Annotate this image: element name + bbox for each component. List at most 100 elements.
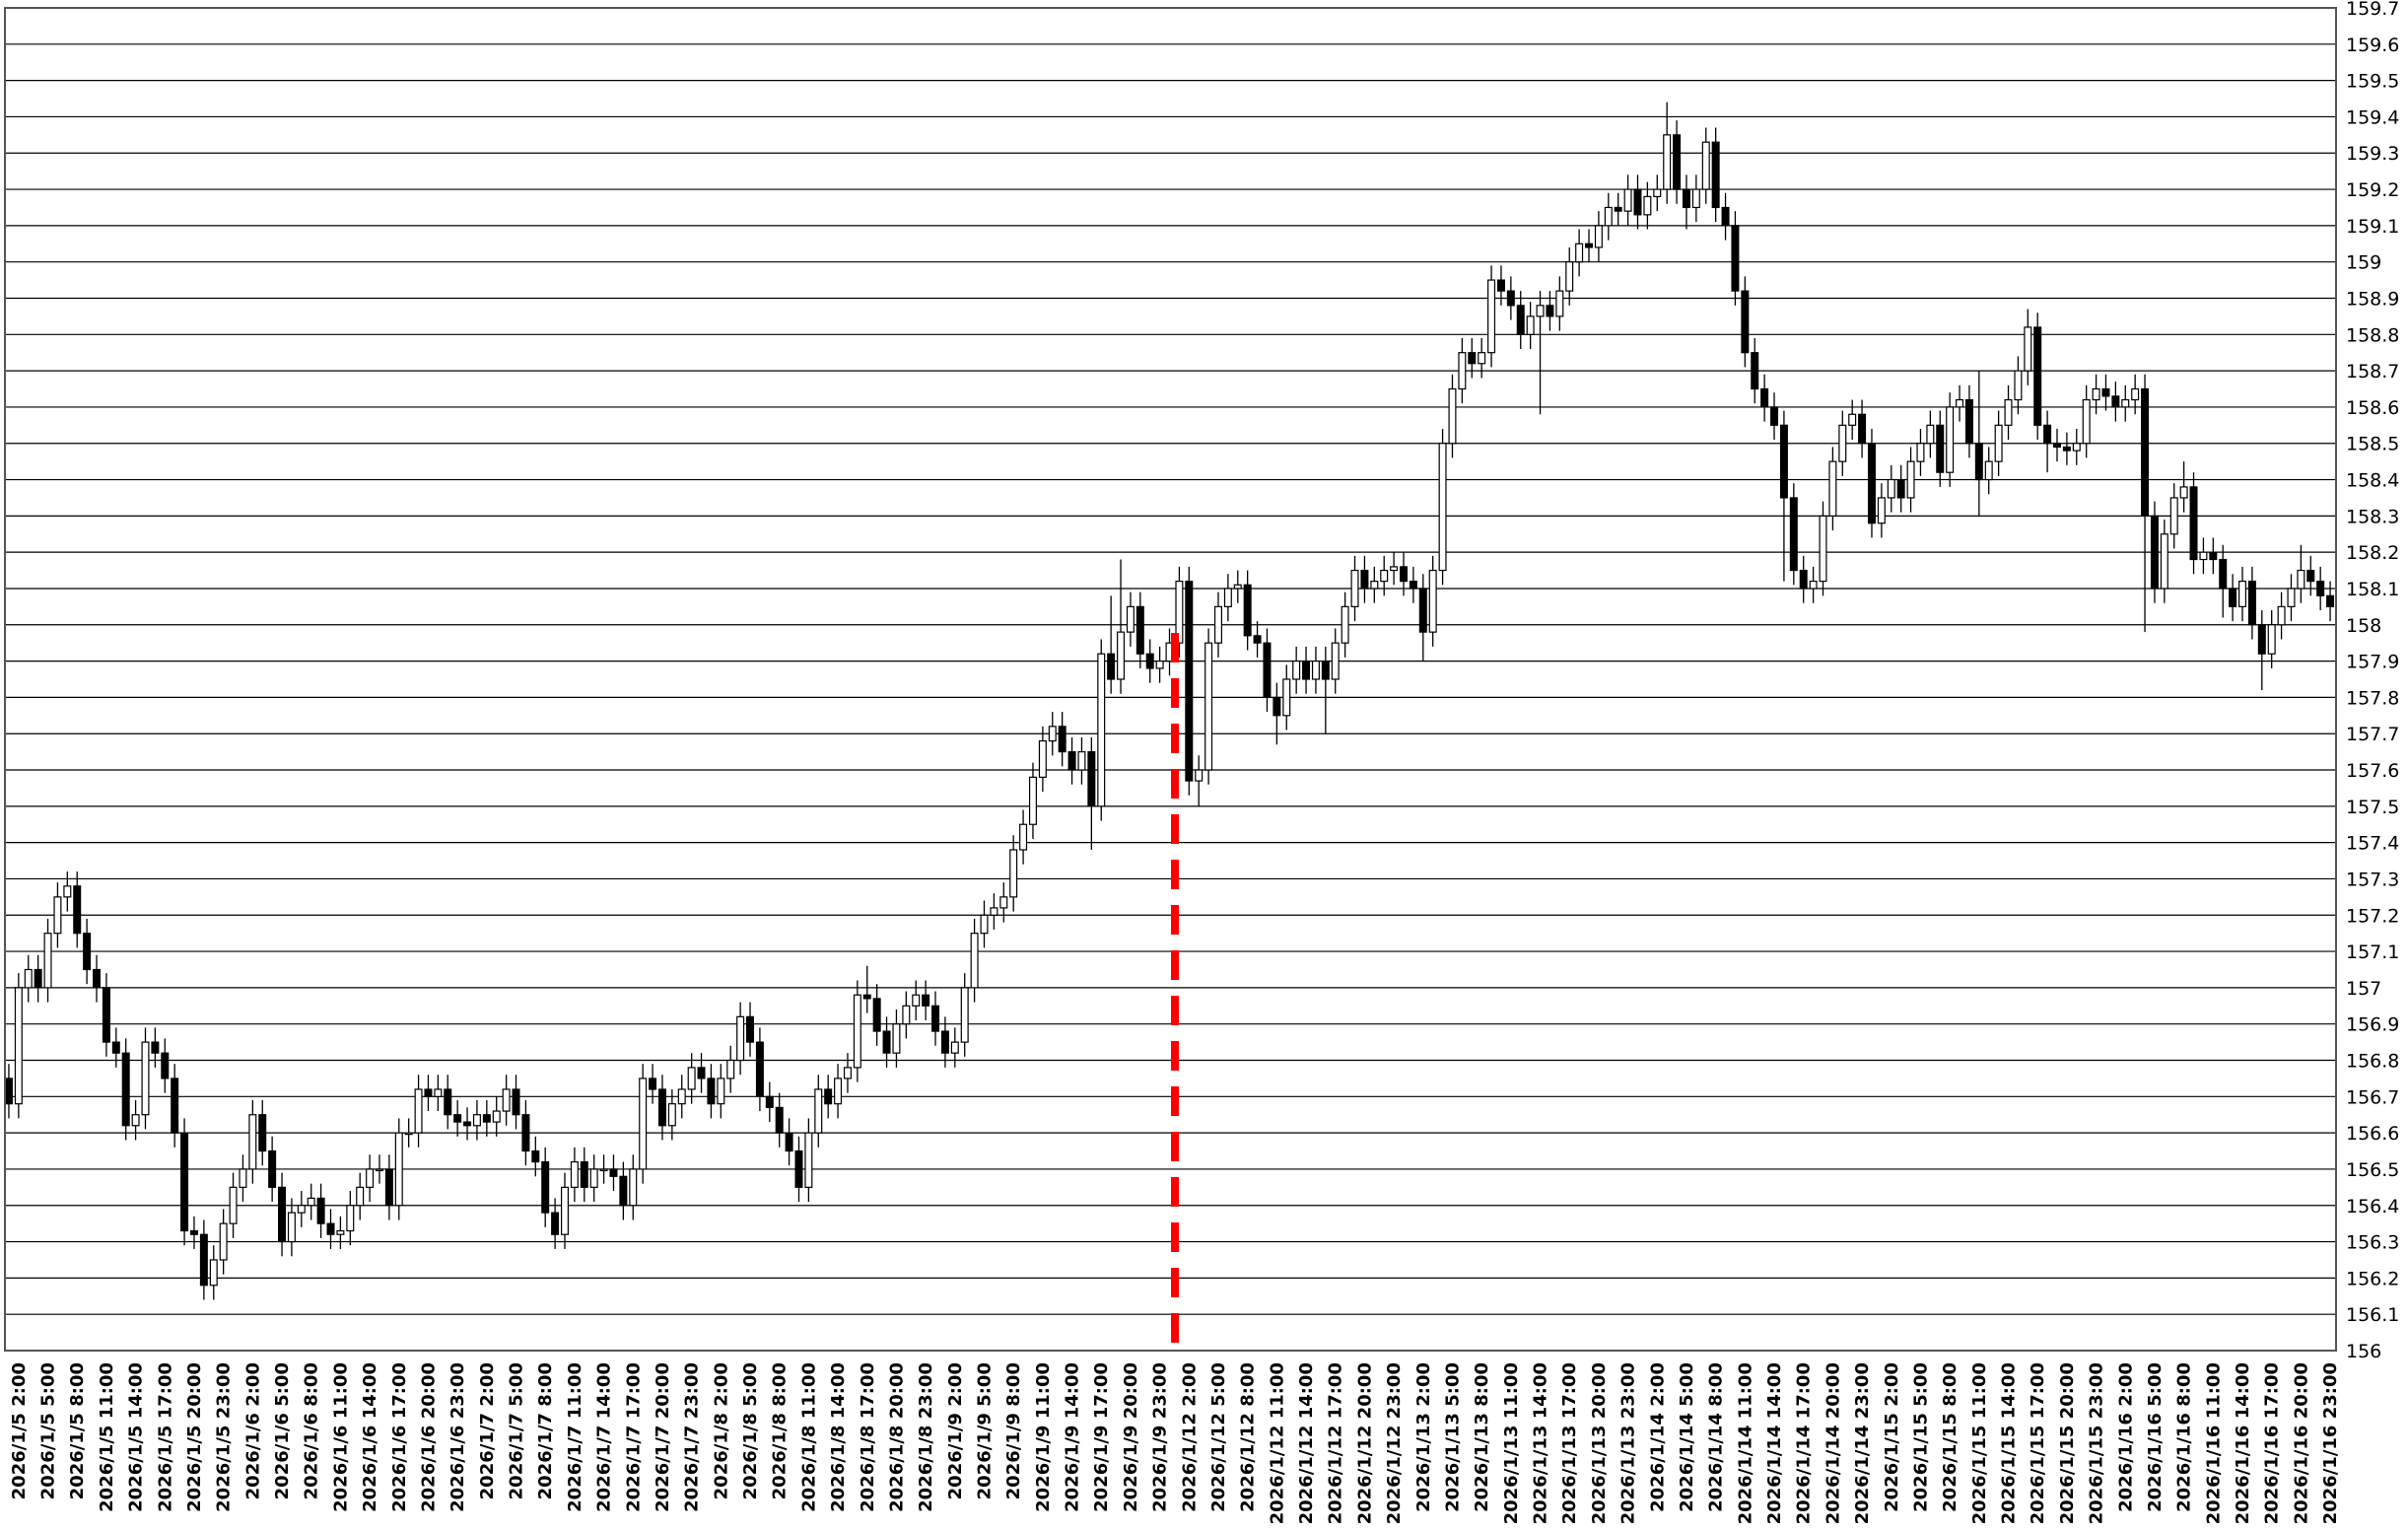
candle-body — [1370, 581, 1379, 590]
candle-body — [472, 1114, 481, 1127]
candle-body — [1604, 206, 1613, 227]
x-tick-label: 2026/1/9 11:00 — [1033, 1362, 1054, 1512]
candle-body — [1418, 588, 1427, 633]
candle-body — [1585, 243, 1594, 248]
candle-body — [1964, 398, 1973, 445]
candle-body — [1731, 225, 1740, 292]
candle-body — [639, 1078, 648, 1170]
candle-body — [307, 1197, 315, 1207]
candle-body — [1019, 823, 1028, 851]
candle-body — [268, 1149, 277, 1188]
candle-body — [2326, 594, 2335, 607]
y-tick-label: 159.4 — [2346, 106, 2399, 128]
x-tick-label: 2026/1/8 14:00 — [828, 1362, 849, 1512]
candle-body — [892, 1023, 901, 1054]
candle-body — [560, 1186, 569, 1235]
candle-body — [366, 1168, 375, 1188]
candle-body — [463, 1121, 472, 1127]
candle-body — [1721, 206, 1730, 227]
x-tick-label: 2026/1/16 5:00 — [2145, 1362, 2166, 1512]
candle-body — [1360, 569, 1369, 590]
candle-body — [1506, 290, 1515, 307]
candle-body — [1478, 352, 1486, 365]
candle-body — [444, 1088, 452, 1116]
candle-body — [248, 1114, 257, 1170]
candle-body — [2209, 551, 2218, 561]
candle-body — [589, 1168, 598, 1188]
candle-body — [2004, 398, 2013, 426]
candle-body — [297, 1205, 306, 1214]
x-tick-label: 2026/1/9 5:00 — [974, 1362, 995, 1499]
candle-body — [1653, 188, 1662, 198]
candle-body — [677, 1088, 686, 1105]
candle-body — [2160, 533, 2168, 590]
y-tick-label: 158.7 — [2346, 361, 2399, 383]
labels: 156 156.1 156.2 156.3 156.4 156.5 156.6 156.7 15… — [9, 0, 2400, 1524]
candle-body — [1936, 424, 1945, 473]
x-tick-label: 2026/1/15 11:00 — [1969, 1362, 1990, 1524]
candle-body — [2141, 387, 2150, 517]
x-tick-label: 2026/1/8 17:00 — [858, 1362, 878, 1512]
candle-body — [1097, 653, 1106, 807]
y-tick-label: 158.1 — [2346, 579, 2399, 600]
candle-body — [551, 1212, 560, 1235]
x-tick-label: 2026/1/7 23:00 — [682, 1362, 703, 1512]
candle-body — [73, 885, 82, 935]
x-tick-label: 2026/1/15 8:00 — [1940, 1362, 1961, 1512]
y-tick-label: 156.1 — [2346, 1304, 2399, 1326]
candle-body — [1867, 443, 1876, 524]
candle-body — [521, 1114, 530, 1152]
x-tick-label: 2026/1/13 11:00 — [1501, 1362, 1522, 1524]
candle-body — [1028, 776, 1037, 825]
x-tick-label: 2026/1/14 2:00 — [1647, 1362, 1668, 1512]
x-tick-label: 2026/1/9 23:00 — [1150, 1362, 1171, 1512]
y-tick-label: 157.5 — [2346, 797, 2399, 818]
x-tick-label: 2026/1/7 2:00 — [477, 1362, 498, 1499]
x-tick-label: 2026/1/14 11:00 — [1735, 1362, 1755, 1524]
candle-body — [1087, 751, 1096, 807]
candle-body — [1770, 406, 1779, 426]
x-tick-label: 2026/1/15 20:00 — [2057, 1362, 2078, 1524]
candle-body — [1380, 569, 1389, 583]
candle-body — [53, 896, 62, 935]
candle-body — [2043, 424, 2052, 445]
candle-body — [1741, 290, 1750, 354]
candle-body — [2297, 569, 2305, 590]
x-tick-label: 2026/1/15 2:00 — [1882, 1362, 1902, 1512]
x-tick-label: 2026/1/14 5:00 — [1677, 1362, 1697, 1512]
candle-body — [853, 994, 861, 1069]
candle-body — [1243, 584, 1252, 637]
x-tick-label: 2026/1/14 17:00 — [1794, 1362, 1815, 1524]
y-tick-label: 156.3 — [2346, 1232, 2399, 1254]
candle-body — [570, 1160, 579, 1188]
candle-body — [1195, 769, 1204, 782]
candle-body — [1691, 188, 1700, 209]
candle-body — [1594, 225, 1603, 248]
y-tick-label: 156.6 — [2346, 1123, 2399, 1145]
y-tick-label: 157.1 — [2346, 941, 2399, 963]
candle-body — [1956, 398, 1964, 408]
candle-body — [1877, 497, 1886, 524]
x-tick-label: 2026/1/9 14:00 — [1063, 1362, 1083, 1512]
candle-body — [34, 968, 42, 989]
x-tick-label: 2026/1/12 8:00 — [1238, 1362, 1259, 1512]
candle-body — [1701, 141, 1710, 190]
candle-body — [414, 1088, 423, 1134]
candle-body — [1526, 315, 1535, 335]
candle-body — [356, 1186, 365, 1207]
candle-body — [2257, 624, 2266, 655]
candle-body — [1926, 424, 1935, 445]
candle-body — [775, 1106, 784, 1134]
candle-body — [2189, 486, 2198, 561]
y-tick-label: 159.2 — [2346, 179, 2399, 201]
candle-body — [492, 1110, 501, 1123]
candle-body — [1468, 352, 1477, 365]
x-tick-label: 2026/1/6 11:00 — [330, 1362, 351, 1512]
candle-body — [141, 1041, 150, 1116]
candle-body — [1751, 352, 1759, 390]
y-tick-label: 159.3 — [2346, 143, 2399, 165]
candle-body — [1848, 413, 1857, 426]
candle-body — [1077, 751, 1086, 771]
candle-body — [1555, 290, 1564, 317]
